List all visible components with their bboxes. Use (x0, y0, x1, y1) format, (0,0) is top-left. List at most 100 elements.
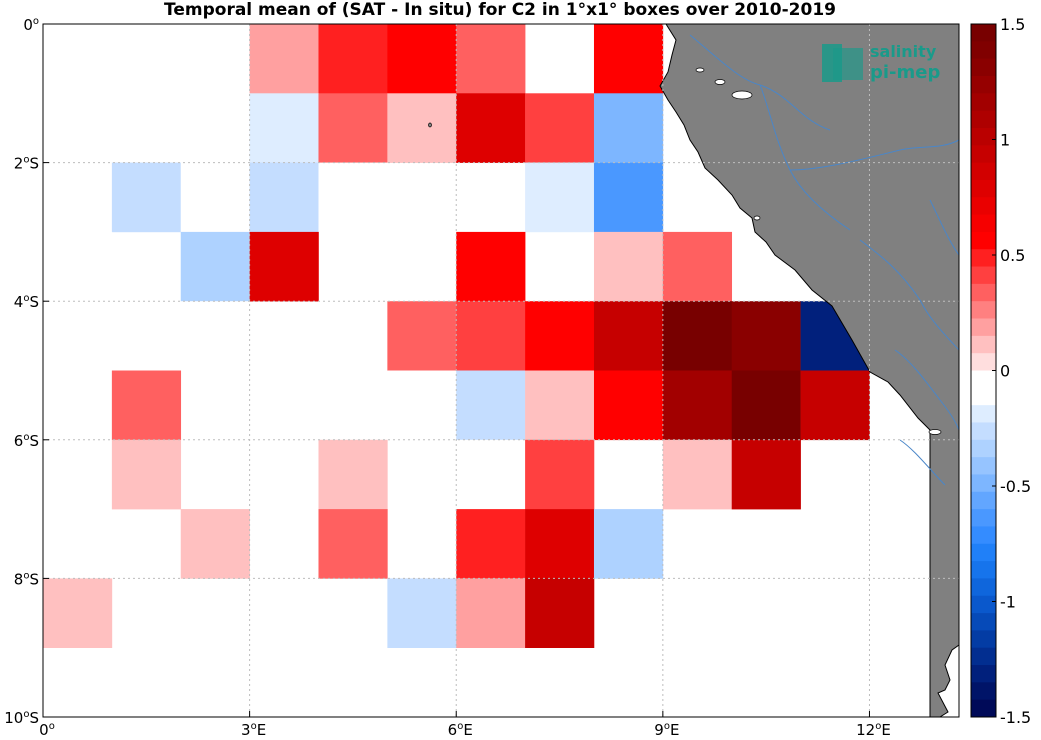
colorbar-tick-label: 0.5 (1000, 246, 1025, 265)
heatmap-cell (249, 162, 319, 233)
axis-tick-label: 6oS (14, 432, 39, 450)
heatmap-cell (111, 162, 182, 233)
heatmap-cell (593, 370, 664, 441)
land-mass (659, 23, 960, 718)
colorbar (970, 23, 997, 718)
heatmap-cell (180, 301, 250, 371)
heatmap-cell (593, 24, 664, 94)
colorbar-swatch (971, 457, 996, 475)
colorbar-swatch (971, 197, 996, 215)
heatmap-cell (387, 24, 457, 94)
heatmap-cell (525, 578, 595, 648)
y-axis: 0o 2oS 4oS 6oS 8oS 10oS (4, 16, 49, 727)
heatmap-cell (662, 301, 733, 371)
land (428, 23, 960, 718)
heatmap-cell (525, 370, 595, 441)
colorbar-swatch (971, 93, 996, 112)
heatmap-cell (111, 439, 182, 510)
logo-text-pimep: pi-mep (870, 62, 940, 83)
heatmap-cell (249, 24, 319, 94)
colorbar-swatch (971, 162, 996, 181)
heatmap-cell (731, 301, 801, 371)
colorbar-swatch (971, 231, 996, 250)
colorbar-swatch (971, 145, 996, 163)
logo: salinity pi-mep (822, 42, 940, 83)
heatmap-cell (180, 509, 250, 579)
colorbar-tick-label: -1 (1000, 593, 1016, 612)
colorbar-swatch (971, 613, 996, 631)
colorbar-swatch (971, 75, 996, 94)
colorbar-swatch (971, 509, 996, 527)
lake (731, 90, 753, 100)
heatmap-cell (525, 439, 595, 510)
river (789, 139, 960, 171)
heatmap-cell (318, 439, 388, 510)
heatmap-cell (387, 370, 457, 441)
river (859, 239, 960, 351)
river (894, 349, 960, 431)
colorbar-swatch (971, 387, 996, 406)
colorbar-swatch (971, 630, 996, 649)
island (428, 122, 432, 128)
heatmap-cells (43, 24, 870, 648)
heatmap-cell (456, 509, 526, 579)
heatmap-cell (456, 301, 526, 371)
heatmap-cell (43, 578, 113, 648)
lake (928, 429, 942, 435)
river (899, 439, 946, 486)
colorbar-swatch (971, 24, 996, 42)
x-axis: 0o 3oE 6oE 9oE 12oE (39, 711, 891, 739)
colorbar-swatch (971, 283, 996, 302)
colorbar-swatch (971, 353, 996, 371)
lake (695, 67, 705, 73)
heatmap-cell (593, 509, 664, 579)
heatmap-cell (387, 93, 457, 163)
logo-text-salinity: salinity (870, 42, 937, 61)
colorbar-tick-label: 0 (1000, 362, 1010, 381)
chart-title: Temporal mean of (SAT - In situ) for C2 … (164, 0, 836, 20)
colorbar-swatch (971, 41, 996, 60)
heatmap-cell (525, 301, 595, 371)
colorbar-swatch (971, 301, 996, 319)
colorbar-swatch (971, 682, 996, 701)
heatmap-cell (387, 578, 457, 648)
heatmap-cell (800, 370, 870, 441)
heatmap-cell (593, 162, 664, 233)
colorbar-swatch (971, 318, 996, 337)
colorbar-tick-label: -0.5 (1000, 477, 1031, 496)
colorbar-swatch (971, 526, 996, 545)
heatmap-cell (387, 301, 457, 371)
colorbar-swatch (971, 665, 996, 683)
heatmap-cell (731, 370, 801, 441)
heatmap-cell (111, 370, 182, 441)
axis-tick-label: 4oS (14, 293, 39, 311)
colorbar-swatch (971, 335, 996, 354)
heatmap-cell (456, 24, 526, 94)
heatmap-cell (525, 93, 595, 163)
axis-tick-label: 2oS (14, 155, 39, 173)
colorbar-swatch (971, 110, 996, 129)
heatmap-cell (318, 24, 388, 94)
heatmap-cell (180, 162, 250, 233)
heatmap-cell (593, 231, 664, 302)
colorbar-swatch (971, 595, 996, 614)
colorbar-swatch (971, 647, 996, 666)
axis-tick-label: 6oE (448, 721, 473, 739)
logo-mark (833, 48, 863, 80)
colorbar-swatch (971, 422, 996, 441)
colorbar-swatch (971, 370, 996, 389)
heatmap-cell (525, 509, 595, 579)
lake (753, 215, 761, 221)
colorbar-swatch (971, 249, 996, 267)
colorbar-swatch (971, 214, 996, 233)
heatmap-cell (318, 509, 388, 579)
heatmap-cell (456, 231, 526, 302)
colorbar-ticks: 1.5 1 0.5 0 -0.5 -1 -1.5 (992, 15, 1031, 727)
colorbar-swatch (971, 578, 996, 597)
colorbar-swatch (971, 491, 996, 510)
colorbar-swatch (971, 439, 996, 458)
map-frame (42, 23, 960, 718)
heatmap-cell (662, 370, 733, 441)
heatmap-cell (456, 439, 526, 510)
map-area: salinity pi-mep (42, 23, 960, 718)
